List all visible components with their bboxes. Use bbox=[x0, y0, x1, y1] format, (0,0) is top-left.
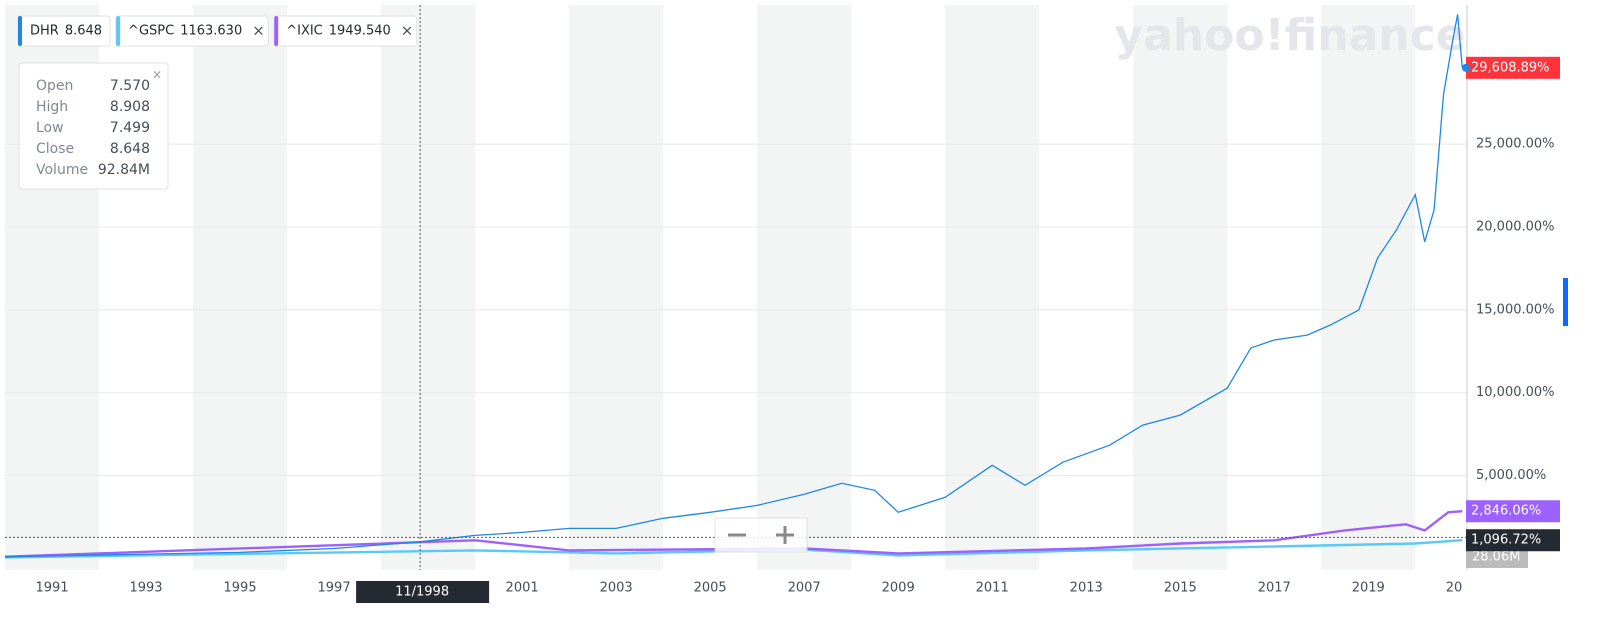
legend-close[interactable]: × bbox=[401, 22, 414, 40]
x-tick-label: 2007 bbox=[788, 581, 821, 596]
tooltip-value: 7.499 bbox=[110, 120, 150, 136]
tooltip: × bbox=[18, 62, 169, 190]
crosshair-date: 11/1998 bbox=[395, 585, 449, 600]
y-tick-label: 20,000.00% bbox=[1476, 220, 1555, 235]
legend: DHR 8.648 ^GSPC 1163.630 × ^IXIC 1949.540 × bbox=[17, 15, 418, 47]
chip-color bbox=[18, 16, 22, 46]
x-tick-label: 2013 bbox=[1070, 581, 1103, 596]
tooltip-value: 7.570 bbox=[110, 78, 150, 94]
tooltip-close[interactable]: × bbox=[152, 68, 162, 82]
end-label-box bbox=[1466, 529, 1560, 552]
background-bands bbox=[5, 5, 1416, 570]
legend-price: 1163.630 bbox=[180, 24, 242, 39]
x-tick-label: 1991 bbox=[35, 581, 68, 596]
x-tick-label: 2003 bbox=[600, 581, 633, 596]
legend-price: 8.648 bbox=[65, 24, 102, 39]
watermark: yahoo!finance bbox=[1114, 10, 1465, 61]
tooltip-box bbox=[18, 62, 169, 190]
crosshair-date-box bbox=[356, 581, 490, 603]
y-tick-label: 15,000.00% bbox=[1476, 302, 1555, 317]
band bbox=[1133, 5, 1228, 570]
y-tick-label: 10,000.00% bbox=[1476, 385, 1555, 400]
end-label: 29,608.89% bbox=[1471, 60, 1550, 75]
legend-chip[interactable]: ^IXIC 1949.540 × bbox=[273, 15, 418, 47]
legend-chip[interactable]: ^GSPC 1163.630 × bbox=[115, 15, 269, 47]
lines bbox=[5, 14, 1463, 559]
series-line bbox=[5, 510, 1463, 558]
end-dot bbox=[1462, 63, 1470, 72]
end-label: 1,096.72% bbox=[1471, 533, 1541, 548]
x-tick-label: 2005 bbox=[694, 581, 727, 596]
crosshair: 11/1998 bbox=[5, 5, 1467, 603]
x-tick-label: 2001 bbox=[506, 581, 539, 596]
band bbox=[381, 5, 476, 570]
x-tick-label: 2009 bbox=[882, 581, 915, 596]
end-label: 2,846.06% bbox=[1471, 504, 1541, 519]
tooltip-label: Low bbox=[36, 120, 64, 136]
y-tick-label: 5,000.00% bbox=[1476, 468, 1546, 483]
y-tick-label: 25,000.00% bbox=[1476, 137, 1555, 152]
x-tick-label: 1995 bbox=[224, 581, 257, 596]
series-line bbox=[5, 539, 1463, 559]
legend-name: DHR bbox=[30, 24, 59, 39]
tooltip-rows: Open 7.570 High 8.908 Low 7.499 Close 8.648 Volu… bbox=[36, 78, 150, 178]
tooltip-label: Close bbox=[36, 141, 74, 157]
legend-name: ^IXIC bbox=[286, 24, 323, 39]
tooltip-label: Open bbox=[36, 78, 73, 94]
legend-price: 1949.540 bbox=[329, 24, 391, 39]
x-tick-label: 2017 bbox=[1258, 581, 1291, 596]
zoom-controls bbox=[714, 517, 808, 553]
y-axis: 5,000.00% 10,000.00% 15,000.00% 20,000.00% 2… bbox=[1476, 137, 1555, 483]
side-tab[interactable] bbox=[1563, 278, 1568, 326]
volume-badge bbox=[1466, 546, 1528, 568]
volume-label: 28.06M bbox=[1472, 550, 1520, 565]
end-label-box bbox=[1466, 500, 1560, 523]
tooltip-value: 8.648 bbox=[110, 141, 150, 157]
tooltip-value: 8.908 bbox=[110, 99, 150, 115]
x-axis: 1991199319951997199920012003200520072009… bbox=[35, 581, 1479, 596]
band bbox=[569, 5, 664, 570]
grid bbox=[5, 143, 1467, 477]
legend-name: ^GSPC bbox=[128, 24, 174, 39]
x-tick-label: 1993 bbox=[129, 581, 162, 596]
tooltip-label: High bbox=[36, 99, 68, 115]
series-line bbox=[5, 14, 1463, 558]
x-tick-label: 2021 bbox=[1446, 581, 1479, 596]
x-tick-label: 2019 bbox=[1352, 581, 1385, 596]
band bbox=[1321, 5, 1416, 570]
chip-color bbox=[274, 16, 279, 46]
tooltip-label: Volume bbox=[36, 162, 88, 178]
legend-chip[interactable]: DHR 8.648 bbox=[17, 15, 111, 47]
tooltip-value: 92.84M bbox=[98, 162, 150, 178]
end-label-box bbox=[1466, 56, 1560, 79]
band bbox=[193, 5, 288, 570]
x-tick-label: 2015 bbox=[1164, 581, 1197, 596]
x-tick-label: 1997 bbox=[318, 581, 351, 596]
chip-color bbox=[116, 16, 121, 46]
x-tick-label: 2011 bbox=[976, 581, 1009, 596]
legend-close[interactable]: × bbox=[252, 22, 265, 40]
